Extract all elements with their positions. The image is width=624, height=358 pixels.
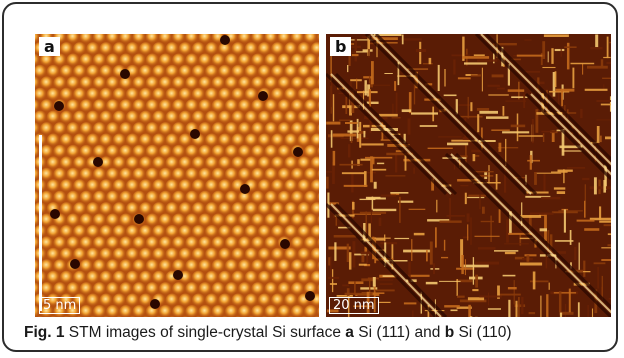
scale-bar-a [39,135,42,311]
caption-b-letter: b [444,324,455,341]
figure-frame: a 5 nm b 20 nm Fig. 1 STM images of sing… [2,2,618,352]
figure-caption: Fig. 1 STM images of single-crystal Si s… [24,324,624,342]
scale-label-b: 20 nm [329,297,379,314]
terrace-image [326,34,611,317]
caption-text: STM images of single-crystal Si surface [64,324,346,341]
stm-image-si111: a 5 nm [35,34,319,317]
stm-image-si110: b 20 nm [326,34,611,317]
panel-label-a: a [39,37,60,56]
caption-b-surface: Si (110) [454,324,512,341]
caption-a-letter: a [345,324,354,341]
panel-label-b: b [330,37,352,56]
caption-fig-label: Fig. 1 [24,324,65,341]
caption-a-surface: Si (111) and [353,324,445,341]
scale-label-a: 5 nm [39,297,81,314]
atomic-lattice-image [35,34,319,317]
